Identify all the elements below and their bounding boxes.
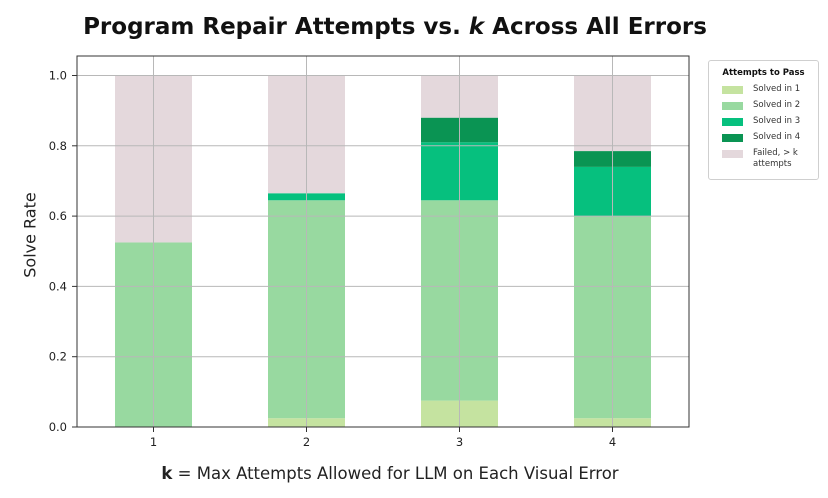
x-axis-label: k = Max Attempts Allowed for LLM on Each… xyxy=(161,464,619,483)
legend-label: Failed, > k attempts xyxy=(753,148,798,169)
legend-item-solved-3: Solved in 3 xyxy=(709,115,818,131)
y-tick-label: 0.2 xyxy=(49,350,67,364)
legend-label: Solved in 4 xyxy=(753,132,801,142)
legend-item-solved-2: Solved in 2 xyxy=(709,99,818,115)
legend-title: Attempts to Pass xyxy=(722,68,805,78)
y-tick-label: 1.0 xyxy=(49,69,67,83)
y-tick-label: 0.6 xyxy=(49,209,67,223)
x-tick-label: 4 xyxy=(609,435,616,449)
legend: Attempts to Pass Solved in 1 Solved in 2… xyxy=(708,60,819,180)
legend-item-solved-1: Solved in 1 xyxy=(709,83,818,99)
legend-swatch xyxy=(722,150,743,158)
legend-swatch xyxy=(722,118,743,126)
x-tick-label: 2 xyxy=(303,435,310,449)
legend-label: Solved in 1 xyxy=(753,84,801,94)
y-tick-label: 0.4 xyxy=(49,279,67,293)
legend-swatch xyxy=(722,134,743,142)
x-tick-label: 3 xyxy=(456,435,463,449)
y-tick-label: 0.0 xyxy=(49,420,67,434)
legend-item-solved-4: Solved in 4 xyxy=(709,131,818,147)
x-tick-label: 1 xyxy=(150,435,157,449)
chart-title: Program Repair Attempts vs. k Across All… xyxy=(83,14,707,40)
y-tick-label: 0.8 xyxy=(49,139,67,153)
legend-label: Solved in 3 xyxy=(753,116,801,126)
legend-swatch xyxy=(722,102,743,110)
legend-item-failed: Failed, > k attempts xyxy=(709,147,818,169)
axes-frame xyxy=(76,55,690,428)
y-axis-label: Solve Rate xyxy=(20,192,40,278)
legend-label: Solved in 2 xyxy=(753,100,801,110)
legend-swatch xyxy=(722,86,743,94)
